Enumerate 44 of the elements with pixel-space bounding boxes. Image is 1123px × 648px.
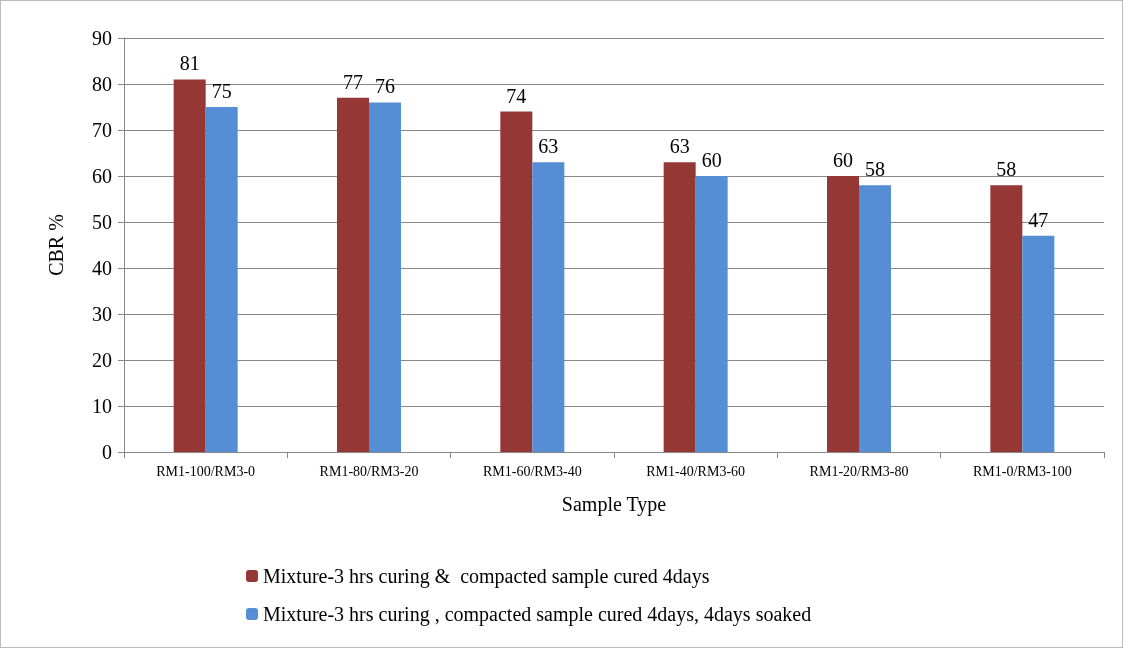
- y-tick-label: 20: [92, 349, 112, 371]
- bar: [695, 176, 728, 452]
- bar: [205, 107, 238, 452]
- bar: [173, 79, 206, 452]
- y-tick-label: 10: [92, 395, 112, 417]
- y-tick-label: 40: [92, 257, 112, 279]
- bar: [500, 111, 533, 452]
- y-tick-label: 30: [92, 303, 112, 325]
- bar: [337, 97, 369, 452]
- data-label: 63: [669, 135, 690, 158]
- data-label: 58: [996, 158, 1017, 181]
- bar: [369, 102, 401, 452]
- data-label: 77: [343, 70, 363, 93]
- bar: [532, 162, 565, 452]
- y-tick-label: 60: [92, 165, 112, 187]
- x-tick-label: RM1-100/RM3-0: [156, 463, 256, 479]
- x-tick-label: RM1-80/RM3-20: [319, 463, 419, 479]
- bar: [663, 162, 696, 452]
- data-label: 58: [865, 158, 885, 181]
- legend-label: Mixture-3 hrs curing , compacted sample cured 4days, 4days soaked: [263, 603, 812, 626]
- bar: [990, 185, 1023, 452]
- x-tick-label: RM1-20/RM3-80: [809, 463, 909, 479]
- bar: [827, 176, 859, 452]
- data-label: 60: [833, 149, 853, 171]
- y-tick-label: 80: [92, 73, 112, 95]
- data-label: 76: [375, 75, 395, 98]
- data-label: 63: [538, 135, 559, 158]
- y-tick-label: 90: [92, 27, 112, 49]
- y-axis-title: CBR %: [45, 214, 67, 276]
- bar: [1022, 235, 1055, 452]
- data-label: 75: [211, 80, 232, 102]
- legend-label: Mixture-3 hrs curing & compacted sample cured 4days: [263, 565, 710, 588]
- data-label: 60: [701, 149, 722, 171]
- data-label: 74: [506, 84, 527, 107]
- x-tick-label: RM1-40/RM3-60: [646, 463, 746, 479]
- x-tick-label: RM1-0/RM3-100: [972, 463, 1072, 479]
- y-tick-label: 0: [102, 441, 112, 463]
- bar: [859, 185, 891, 452]
- x-tick-label: RM1-60/RM3-40: [482, 463, 582, 479]
- y-tick-label: 50: [92, 211, 112, 233]
- data-label: 47: [1028, 208, 1049, 231]
- data-label: 81: [179, 52, 200, 75]
- x-axis-title: Sample Type: [561, 493, 667, 516]
- y-tick-label: 70: [92, 119, 112, 141]
